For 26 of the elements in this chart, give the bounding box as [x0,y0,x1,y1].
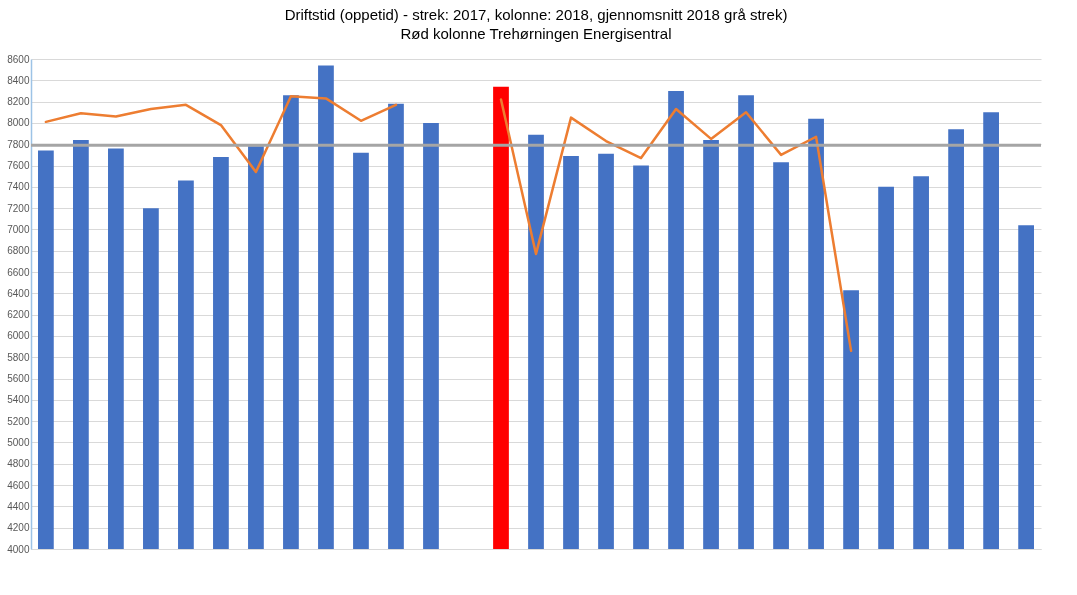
y-tick-label: 8000 [7,117,30,129]
y-tick-label: 7400 [7,181,30,193]
y-tick-label: 8400 [7,74,30,86]
y-tick-label: 8600 [7,53,30,65]
y-tick-label: 5200 [7,415,30,427]
y-tick-label: 7200 [7,202,30,214]
y-tick-label: 8200 [7,96,30,108]
y-tick-label: 5000 [7,436,30,448]
y-tick-label: 5800 [7,351,30,363]
y-tick-label: 4400 [7,500,30,512]
y-tick-label: 5400 [7,394,30,406]
y-tick-label: 5600 [7,373,30,385]
y-tick-label: 7800 [7,138,30,150]
y-tick-label: 6000 [7,330,30,342]
chart-subtitle: Rød kolonne Trehørningen Energisentral [400,25,672,42]
y-tick-label: 4000 [7,543,30,555]
y-tick-label: 6800 [7,245,30,257]
y-tick-label: 7000 [7,223,30,235]
y-tick-label: 7600 [7,160,30,172]
y-tick-label: 4600 [7,479,30,491]
y-tick-label: 6400 [7,287,30,299]
chart-title: Driftstid (oppetid) - strek: 2017, kolonne: 2018, gjennomsnitt 2018 grå strek) [284,6,788,23]
y-tick-label: 6600 [7,266,30,278]
y-tick-label: 6200 [7,309,30,321]
y-tick-label: 4200 [7,522,30,534]
y-tick-label: 4800 [7,458,30,470]
